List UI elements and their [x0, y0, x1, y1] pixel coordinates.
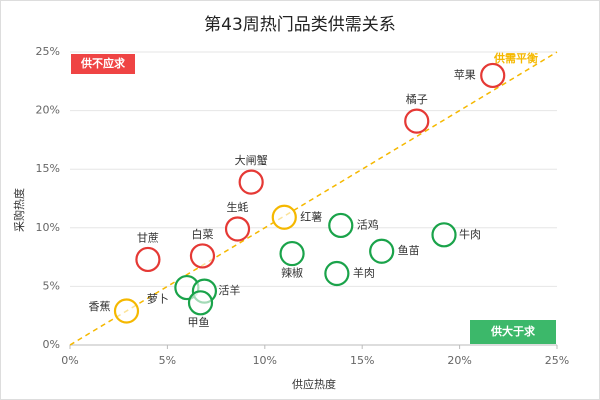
- point: [481, 64, 504, 87]
- point: [189, 291, 212, 314]
- x-axis-label: 供应热度: [292, 377, 336, 391]
- point: [281, 242, 304, 265]
- point: [191, 244, 214, 267]
- point-label: 活鸡: [357, 217, 379, 231]
- y-axis-label: 采购热度: [12, 188, 26, 232]
- point-label: 生蚝: [227, 200, 249, 214]
- y-tick-label: 0%: [43, 338, 60, 351]
- balance-label: 供需平衡: [493, 51, 538, 65]
- x-tick-label: 10%: [253, 354, 277, 367]
- x-tick-label: 15%: [350, 354, 374, 367]
- y-tick-label: 15%: [36, 162, 60, 175]
- point-label: 萝卜: [147, 293, 169, 306]
- point-label: 甘蔗: [137, 231, 159, 244]
- point-label: 大闸蟹: [235, 153, 268, 167]
- y-tick-label: 25%: [36, 45, 60, 58]
- x-tick-label: 0%: [61, 354, 78, 367]
- point: [405, 110, 428, 133]
- point: [325, 262, 348, 285]
- point-label: 鱼苗: [398, 243, 420, 257]
- point-label: 牛肉: [459, 227, 481, 241]
- y-tick-label: 10%: [36, 221, 60, 234]
- point-label: 红薯: [300, 210, 322, 223]
- point-label: 白菜: [191, 227, 213, 241]
- y-tick-label: 20%: [36, 104, 60, 117]
- point: [115, 300, 138, 323]
- surplus-label: 供大于求: [490, 324, 536, 338]
- x-tick-label: 20%: [447, 354, 471, 367]
- point-label: 橘子: [406, 93, 428, 106]
- point-label: 羊肉: [353, 266, 375, 280]
- point: [273, 206, 296, 229]
- x-tick-label: 25%: [545, 354, 569, 367]
- shortage-label: 供不应求: [80, 56, 126, 70]
- chart-title: 第43周热门品类供需关系: [204, 15, 396, 35]
- x-tick-label: 5%: [159, 354, 176, 367]
- point: [433, 223, 456, 246]
- point: [370, 240, 393, 263]
- point: [329, 214, 352, 237]
- point-label: 苹果: [454, 67, 476, 81]
- point: [226, 217, 249, 240]
- y-tick-label: 5%: [43, 279, 60, 292]
- point-label: 香蕉: [88, 300, 110, 313]
- point-label: 辣椒: [281, 266, 303, 280]
- point: [240, 171, 263, 194]
- point-label: 活羊: [218, 283, 240, 297]
- point: [136, 248, 159, 271]
- point-label: 甲鱼: [188, 315, 210, 329]
